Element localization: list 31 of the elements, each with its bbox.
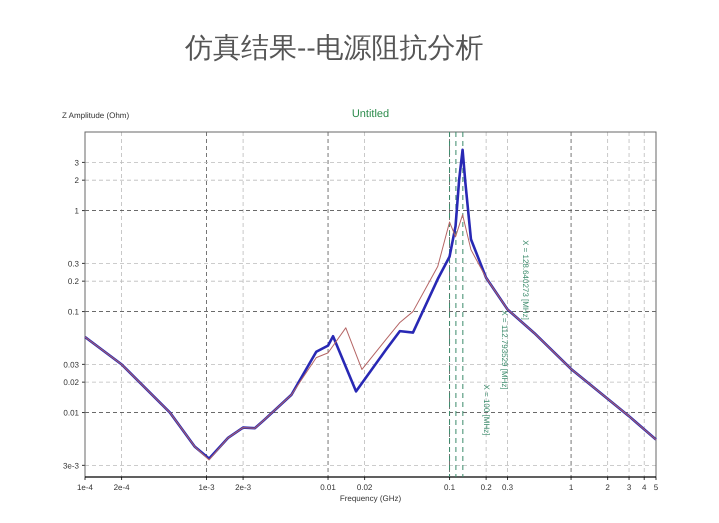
x-axis-title: Frequency (GHz): [340, 494, 402, 503]
x-tick-label: 3: [626, 483, 632, 492]
y-tick-label: 0.3: [68, 259, 80, 268]
y-tick-label: 2: [74, 176, 80, 186]
ref-line-label: X = 112.793529 [MHz]: [500, 310, 509, 390]
x-tick-label: 1e-4: [76, 483, 94, 492]
x-tick-label: 2: [605, 483, 610, 492]
chart-subtitle: Untitled: [352, 108, 390, 120]
x-tick-label: 5: [654, 483, 659, 492]
ref-line-label: X = 100 [MHz]: [482, 384, 491, 436]
x-tick-label: 0.2: [480, 483, 492, 492]
chart-title: 仿真结果--电源阻抗分析: [184, 32, 484, 63]
x-tick-label: 2e-3: [235, 483, 252, 492]
y-tick-label: 0.03: [63, 360, 80, 370]
y-tick-label: 3e-3: [62, 461, 80, 470]
y-tick-label: 1: [74, 206, 80, 216]
y-tick-label: 0.02: [63, 378, 80, 388]
y-axis-title: Z Amplitude (Ohm): [62, 111, 130, 120]
x-tick-label: 1e-3: [198, 483, 216, 492]
x-tick-label: 0.01: [320, 483, 336, 492]
x-tick-label: 4: [642, 483, 647, 492]
y-tick-label: 0.2: [68, 277, 80, 286]
x-tick-label: 0.02: [356, 483, 373, 492]
y-tick-label: 3: [74, 158, 80, 168]
x-tick-label: 1: [568, 483, 574, 492]
x-tick-label: 2e-4: [114, 483, 130, 492]
x-tick-label: 0.1: [444, 483, 456, 492]
ref-line-label: X = 128.640273 [MHz]: [521, 240, 530, 320]
y-tick-label: 0.01: [63, 408, 80, 418]
y-tick-label: 0.1: [68, 308, 80, 317]
x-tick-label: 0.3: [502, 483, 514, 492]
